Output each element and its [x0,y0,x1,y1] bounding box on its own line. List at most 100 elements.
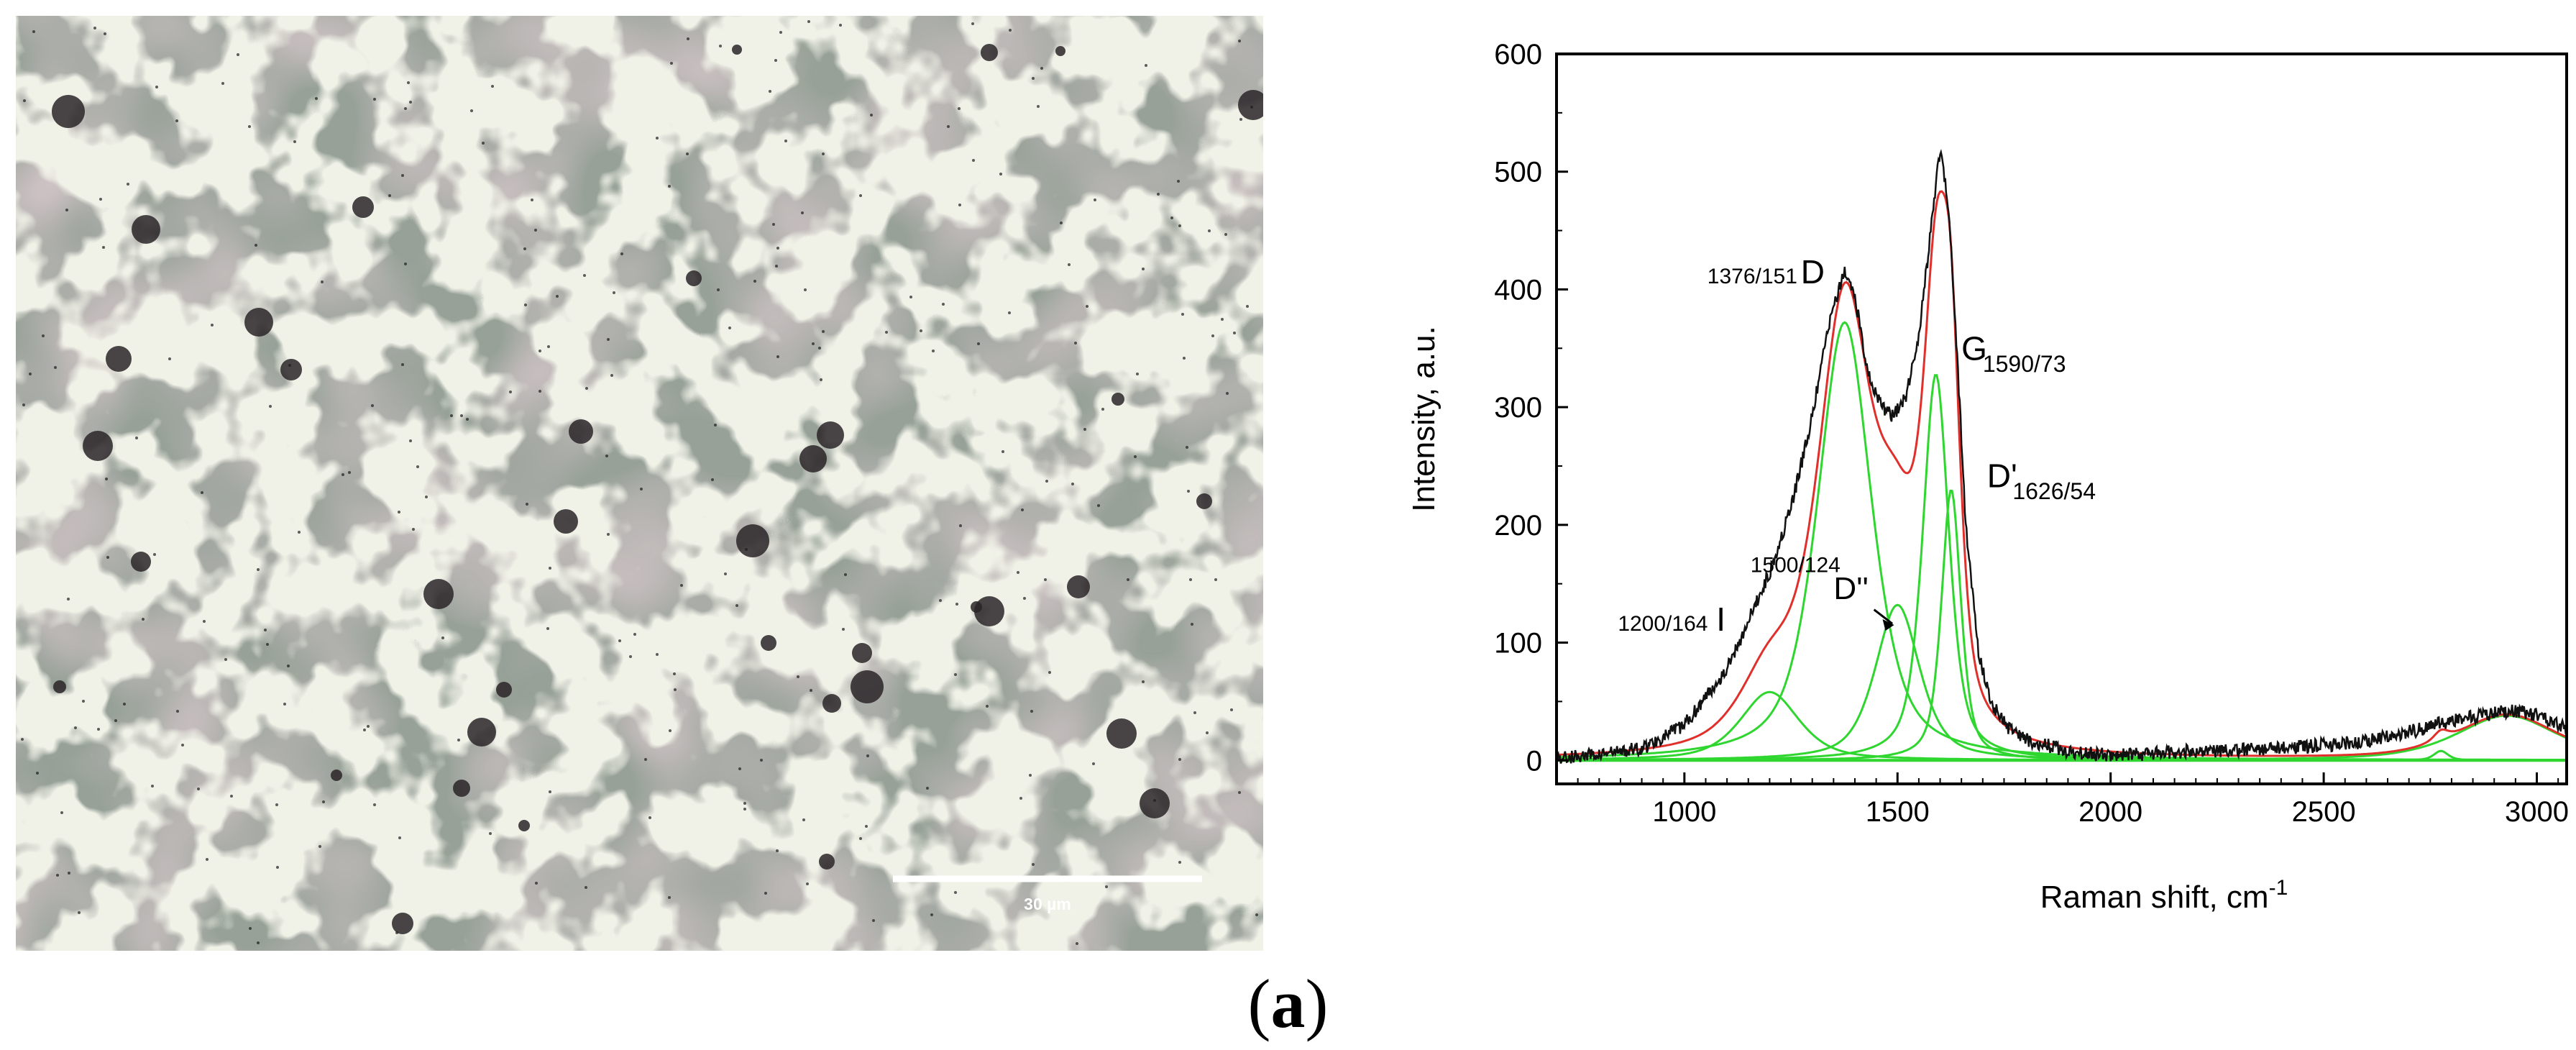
x-axis-label: Raman shift, cm-1 [2040,876,2288,915]
dark-inclusion [736,524,769,557]
speck [489,832,492,835]
speck [607,338,610,341]
speck [776,849,779,852]
dark-inclusion [453,780,470,797]
speck [470,109,473,112]
speck [842,628,845,631]
dark-inclusion [423,579,454,609]
measured-curve [1557,149,2567,765]
speck [224,658,227,661]
speck [1040,67,1043,70]
speck [1008,311,1011,314]
speck [986,705,989,708]
fitted-component-peaks [1557,321,2567,762]
component-peak [1557,374,2566,762]
peak-i-label: I [1716,601,1725,638]
speck [1183,357,1186,360]
speck [772,223,775,226]
speck [1083,428,1086,431]
speck [717,288,720,291]
speck [613,291,615,294]
speck [549,567,551,570]
micrograph-wormlike-domains [16,16,1263,951]
speck [269,405,272,408]
dark-inclusion [280,359,302,380]
speck [1001,450,1004,453]
x-tick-label: 2500 [2292,796,2356,828]
speck [942,303,945,306]
speck [221,82,224,85]
speck [42,334,45,337]
speck [971,22,974,25]
speck [686,152,689,155]
speck [74,726,77,729]
speck [1142,680,1145,683]
speck [509,391,512,393]
speck [1097,504,1100,507]
speck [735,604,738,607]
speck [844,573,847,576]
dark-inclusion [244,308,273,337]
speck [1238,791,1241,794]
speck [398,836,401,839]
dark-inclusion [132,215,160,244]
speck [23,99,26,102]
dark-inclusion [822,694,841,713]
speck [1029,774,1032,777]
speck [1060,222,1063,224]
speck [1221,318,1224,321]
peak-d-label: D [1801,253,1825,291]
speck [264,629,267,631]
dark-inclusion [518,820,530,831]
dark-inclusion [971,601,982,613]
speck [106,556,109,559]
dark-inclusion [974,596,1004,626]
speck [531,198,533,201]
speck [298,531,301,534]
dark-inclusion [817,421,844,449]
peak-d2-position-label: 1500/124 [1751,553,1841,577]
speck [1145,64,1147,67]
speck [633,633,636,636]
speck [176,710,179,713]
speck [656,653,659,656]
speck [93,27,96,29]
speck [127,183,129,186]
speck [321,280,324,283]
speck [276,866,279,869]
speck [1250,106,1253,109]
dark-inclusion [1238,90,1263,120]
speck [810,689,812,692]
component-peak [1557,490,2566,762]
speck [257,941,260,944]
speck [668,896,671,899]
speck [1208,229,1211,232]
speck [230,795,233,798]
speck [972,159,975,162]
speck [1224,233,1227,236]
speck [388,194,391,197]
speck [775,265,778,268]
speck [546,627,549,630]
speck [201,491,203,494]
speck [743,802,746,805]
speck [1037,105,1040,108]
speck [293,140,296,143]
speck [1019,797,1022,800]
speck [687,37,689,40]
dark-inclusion [819,854,835,869]
speck [67,598,70,601]
speck [865,825,868,828]
speck [644,758,647,761]
speck [65,209,68,211]
speck [958,204,961,206]
speck [909,296,912,298]
speck [237,53,239,56]
speck [404,262,407,265]
speck [135,437,138,439]
speck [724,572,727,575]
speck [203,620,206,623]
speck [1068,263,1071,266]
speck [1239,118,1242,121]
dark-inclusion [467,718,496,747]
